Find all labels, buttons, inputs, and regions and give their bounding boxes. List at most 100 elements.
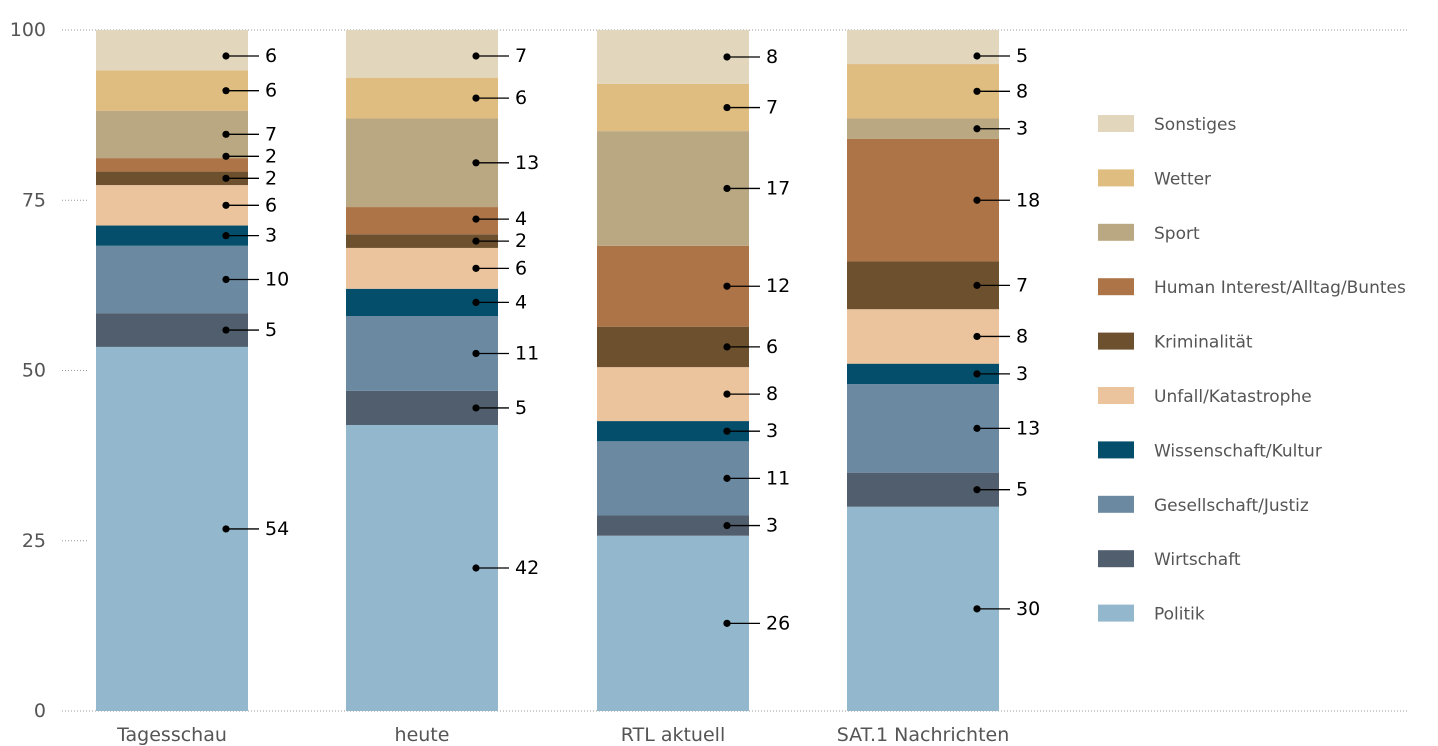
leader-dot-tagesschau-sport bbox=[222, 130, 230, 138]
bar-sat-1-nachrichten-sonstiges bbox=[847, 30, 999, 65]
leader-dot-rtl-aktuell-wissenschaft-kultur bbox=[723, 427, 731, 435]
value-label-sat-1-nachrichten-sonstiges: 5 bbox=[1016, 45, 1028, 67]
legend-label-sport: Sport bbox=[1154, 224, 1200, 244]
leader-dot-heute-politik bbox=[472, 564, 480, 572]
leader-dot-sat-1-nachrichten-sport bbox=[973, 125, 981, 133]
value-label-tagesschau-kriminalit-t: 2 bbox=[265, 167, 277, 189]
legend-swatch-sonstiges bbox=[1098, 115, 1134, 132]
x-tick-label-tagesschau: Tagesschau bbox=[116, 724, 227, 746]
value-label-rtl-aktuell-sonstiges: 8 bbox=[766, 46, 778, 68]
bar-sat-1-nachrichten-sport bbox=[847, 118, 999, 139]
bar-tagesschau-sonstiges bbox=[96, 30, 248, 71]
leader-dot-tagesschau-sonstiges bbox=[222, 52, 230, 60]
value-label-sat-1-nachrichten-human-interest-alltag-buntes: 18 bbox=[1016, 189, 1040, 211]
value-label-sat-1-nachrichten-sport: 3 bbox=[1016, 118, 1028, 140]
legend-swatch-wissenschaft-kultur bbox=[1098, 441, 1134, 459]
legend-label-wetter: Wetter bbox=[1154, 169, 1211, 189]
value-label-sat-1-nachrichten-wissenschaft-kultur: 3 bbox=[1016, 363, 1028, 385]
bar-tagesschau-wissenschaft-kultur bbox=[96, 225, 248, 246]
legend-swatch-unfall-katastrophe bbox=[1098, 387, 1134, 404]
leader-dot-tagesschau-kriminalit-t bbox=[222, 174, 230, 182]
value-label-heute-politik: 42 bbox=[515, 557, 539, 579]
value-label-sat-1-nachrichten-gesellschaft-justiz: 13 bbox=[1016, 417, 1040, 439]
value-label-rtl-aktuell-politik: 26 bbox=[766, 612, 790, 634]
leader-dot-rtl-aktuell-sonstiges bbox=[723, 53, 731, 61]
leader-dot-heute-gesellschaft-justiz bbox=[472, 349, 480, 358]
legend-label-wirtschaft: Wirtschaft bbox=[1154, 550, 1241, 570]
x-tick-label-sat-1-nachrichten: SAT.1 Nachrichten bbox=[837, 724, 1010, 746]
leader-dot-sat-1-nachrichten-wetter bbox=[973, 87, 981, 95]
legend-swatch-politik bbox=[1098, 604, 1134, 622]
leader-dot-heute-human-interest-alltag-buntes bbox=[472, 215, 480, 223]
value-label-rtl-aktuell-wirtschaft: 3 bbox=[766, 515, 778, 537]
leader-dot-sat-1-nachrichten-unfall-katastrophe bbox=[973, 332, 981, 341]
value-label-heute-gesellschaft-justiz: 11 bbox=[515, 342, 539, 364]
leader-dot-heute-sonstiges bbox=[472, 52, 480, 60]
value-label-heute-human-interest-alltag-buntes: 4 bbox=[515, 208, 527, 230]
value-label-rtl-aktuell-kriminalit-t: 6 bbox=[766, 336, 778, 358]
value-label-heute-kriminalit-t: 2 bbox=[515, 230, 527, 252]
value-label-rtl-aktuell-sport: 17 bbox=[766, 177, 790, 199]
bar-rtl-aktuell-wissenschaft-kultur bbox=[597, 421, 749, 442]
bar-sat-1-nachrichten-wissenschaft-kultur bbox=[847, 363, 999, 385]
bar-rtl-aktuell-wirtschaft bbox=[597, 515, 749, 536]
value-label-sat-1-nachrichten-kriminalit-t: 7 bbox=[1016, 274, 1028, 296]
bar-heute-sonstiges bbox=[346, 30, 498, 78]
bar-heute-human-interest-alltag-buntes bbox=[346, 207, 498, 235]
leader-dot-sat-1-nachrichten-human-interest-alltag-buntes bbox=[973, 196, 981, 204]
leader-dot-tagesschau-human-interest-alltag-buntes bbox=[222, 152, 230, 160]
leader-dot-sat-1-nachrichten-gesellschaft-justiz bbox=[973, 424, 981, 432]
value-label-heute-sonstiges: 7 bbox=[515, 45, 527, 67]
legend-swatch-gesellschaft-justiz bbox=[1098, 495, 1134, 513]
leader-dot-sat-1-nachrichten-wissenschaft-kultur bbox=[973, 370, 981, 378]
legend-label-politik: Politik bbox=[1154, 605, 1205, 625]
x-axis: Tagesschau heute RTL aktuell SAT.1 Nachrich… bbox=[116, 724, 1009, 746]
bar-heute-kriminalit-t bbox=[346, 234, 498, 248]
value-label-tagesschau-sonstiges: 6 bbox=[265, 45, 277, 67]
leader-dot-rtl-aktuell-wirtschaft bbox=[723, 521, 731, 530]
value-label-rtl-aktuell-wissenschaft-kultur: 3 bbox=[766, 420, 778, 442]
leader-dot-sat-1-nachrichten-politik bbox=[973, 605, 981, 613]
leader-dot-tagesschau-politik bbox=[222, 525, 230, 533]
leader-dot-tagesschau-gesellschaft-justiz bbox=[222, 275, 230, 284]
legend-label-human-interest-alltag-buntes: Human Interest/Alltag/Buntes bbox=[1154, 278, 1406, 298]
value-label-rtl-aktuell-unfall-katastrophe: 8 bbox=[766, 383, 778, 405]
leader-dot-rtl-aktuell-wetter bbox=[723, 103, 731, 112]
x-tick-label-rtl-aktuell: RTL aktuell bbox=[621, 724, 725, 746]
leader-dot-tagesschau-wirtschaft bbox=[222, 326, 230, 334]
leader-dot-tagesschau-wetter bbox=[222, 87, 230, 95]
legend-swatch-kriminalit-t bbox=[1098, 332, 1134, 350]
legend-label-wissenschaft-kultur: Wissenschaft/Kultur bbox=[1154, 441, 1322, 461]
x-tick-label-heute: heute bbox=[395, 724, 450, 746]
y-axis: 0 25 50 75 100 bbox=[10, 19, 46, 722]
leader-dot-rtl-aktuell-gesellschaft-justiz bbox=[723, 474, 731, 482]
value-label-heute-wissenschaft-kultur: 4 bbox=[515, 291, 527, 313]
leader-dot-heute-unfall-katastrophe bbox=[472, 264, 480, 272]
value-label-rtl-aktuell-wetter: 7 bbox=[766, 97, 778, 119]
value-label-tagesschau-wissenschaft-kultur: 3 bbox=[265, 225, 277, 247]
y-tick-label-100: 100 bbox=[10, 19, 46, 41]
leader-dot-tagesschau-unfall-katastrophe bbox=[222, 201, 230, 209]
value-label-tagesschau-human-interest-alltag-buntes: 2 bbox=[265, 145, 277, 167]
value-label-tagesschau-unfall-katastrophe: 6 bbox=[265, 194, 277, 216]
value-label-rtl-aktuell-gesellschaft-justiz: 11 bbox=[766, 467, 790, 489]
leader-dot-heute-wissenschaft-kultur bbox=[472, 298, 480, 306]
leader-dot-rtl-aktuell-sport bbox=[723, 184, 731, 193]
legend-swatch-wetter bbox=[1098, 169, 1134, 187]
leader-dot-rtl-aktuell-unfall-katastrophe bbox=[723, 390, 731, 398]
leader-dot-heute-sport bbox=[472, 159, 480, 167]
legend-swatch-sport bbox=[1098, 223, 1134, 241]
legend-label-sonstiges: Sonstiges bbox=[1154, 115, 1236, 135]
y-tick-label-25: 25 bbox=[22, 530, 46, 552]
legend-label-kriminalit-t: Kriminalität bbox=[1154, 333, 1253, 353]
value-label-heute-sport: 13 bbox=[515, 152, 539, 174]
legend-swatch-human-interest-alltag-buntes bbox=[1098, 278, 1134, 296]
leader-dot-rtl-aktuell-kriminalit-t bbox=[723, 343, 731, 351]
value-label-tagesschau-gesellschaft-justiz: 10 bbox=[265, 268, 289, 290]
bar-tagesschau-kriminalit-t bbox=[96, 171, 248, 186]
leader-dot-heute-kriminalit-t bbox=[472, 237, 480, 245]
bars bbox=[96, 30, 999, 711]
value-label-heute-wetter: 6 bbox=[515, 87, 527, 109]
leader-dot-heute-wetter bbox=[472, 94, 480, 102]
